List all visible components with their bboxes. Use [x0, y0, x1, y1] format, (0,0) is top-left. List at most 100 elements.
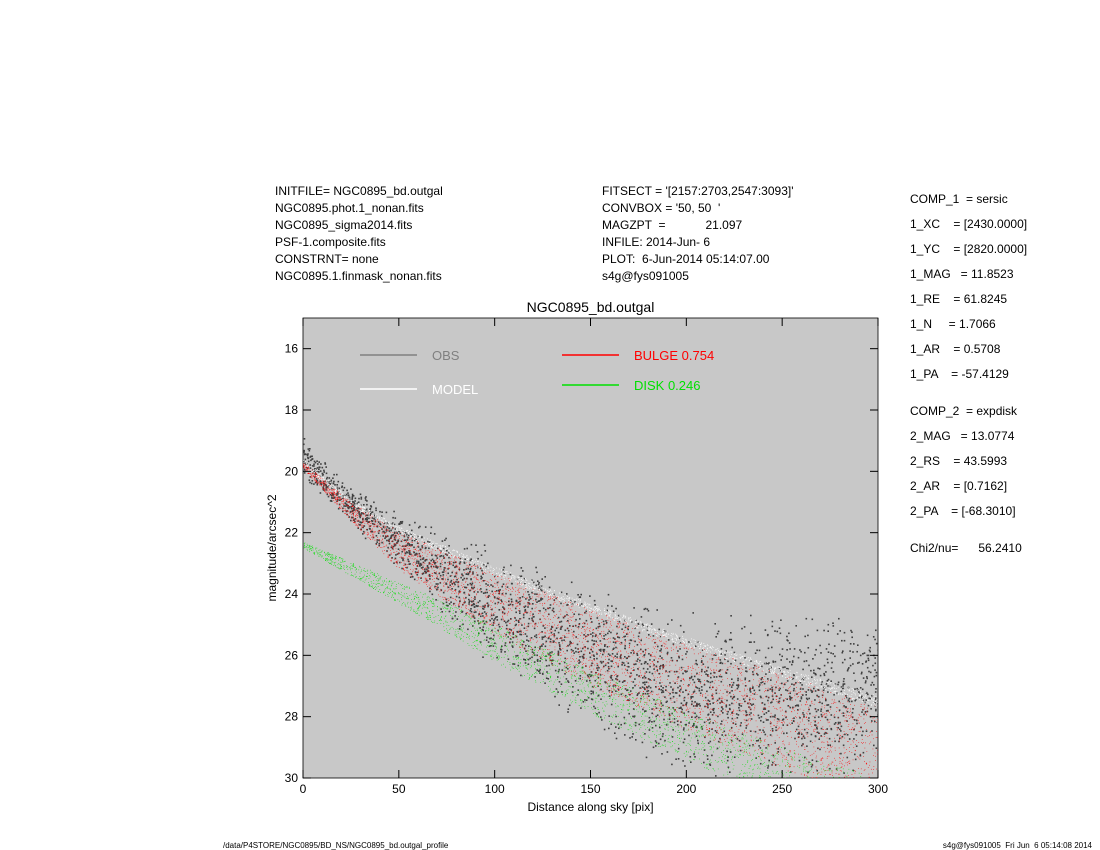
data-point [694, 712, 696, 715]
data-point [842, 683, 845, 685]
data-point [781, 682, 783, 685]
data-point [604, 693, 606, 694]
data-point [527, 591, 529, 593]
data-point [719, 675, 721, 678]
data-point [548, 653, 550, 655]
data-point [824, 818, 825, 819]
data-point [795, 799, 796, 800]
data-point [686, 715, 687, 716]
data-point [738, 773, 740, 775]
data-point [462, 587, 463, 588]
data-point [841, 661, 844, 664]
data-point [397, 539, 400, 541]
data-point [403, 548, 406, 551]
data-point [483, 632, 486, 635]
data-point [695, 747, 697, 748]
data-point [403, 533, 405, 536]
data-point [616, 632, 618, 635]
data-point [438, 620, 440, 621]
data-point [594, 604, 596, 606]
data-point [562, 616, 565, 619]
data-point [491, 622, 493, 624]
data-point [361, 569, 362, 571]
data-point [579, 618, 581, 620]
data-point [364, 574, 365, 576]
data-point [573, 630, 575, 633]
data-point [404, 593, 405, 595]
data-point [680, 680, 682, 682]
data-point [340, 564, 342, 566]
data-point [461, 629, 463, 630]
data-point [589, 679, 591, 682]
data-point [492, 614, 495, 616]
data-point [415, 547, 417, 549]
data-point [839, 805, 840, 806]
data-point [753, 641, 756, 643]
data-point [362, 512, 364, 515]
data-point [758, 649, 761, 652]
data-point [506, 646, 507, 647]
data-point [370, 530, 373, 533]
data-point [628, 710, 629, 711]
data-point [817, 689, 820, 691]
data-point [480, 588, 482, 590]
data-point [369, 508, 372, 510]
data-point [690, 719, 692, 720]
data-point [851, 782, 852, 783]
data-point [481, 569, 483, 572]
data-point [736, 755, 738, 757]
data-point [726, 771, 728, 773]
data-point [529, 598, 532, 600]
data-point [531, 648, 534, 651]
data-point [450, 581, 452, 583]
data-point [691, 716, 693, 718]
data-point [842, 712, 845, 714]
data-point [402, 588, 404, 589]
data-point [864, 831, 865, 832]
data-point [432, 606, 433, 607]
data-point [577, 594, 579, 596]
data-point [622, 704, 624, 706]
data-point [578, 665, 580, 667]
data-point [382, 526, 385, 529]
data-point [809, 770, 811, 771]
data-point [351, 568, 353, 570]
data-point [488, 627, 490, 629]
data-point [582, 666, 583, 668]
data-point [696, 732, 698, 733]
data-point [591, 675, 593, 676]
data-point [664, 744, 666, 746]
data-point [505, 592, 507, 595]
data-point [532, 616, 535, 618]
data-point [840, 725, 843, 728]
data-point [402, 603, 403, 604]
data-point [465, 573, 468, 575]
data-point [877, 702, 878, 705]
data-point [715, 760, 716, 761]
data-point [837, 809, 838, 810]
data-point [470, 622, 471, 624]
data-point [725, 641, 727, 643]
data-point [388, 538, 391, 541]
data-point [518, 657, 520, 658]
data-point [706, 670, 708, 672]
data-point [436, 577, 438, 580]
data-point [852, 663, 854, 665]
data-point [812, 658, 814, 660]
data-point [719, 746, 720, 748]
data-point [845, 706, 847, 708]
data-point [771, 728, 774, 730]
data-point [677, 747, 680, 750]
data-point [429, 575, 431, 578]
data-point [651, 708, 653, 710]
data-point [659, 650, 662, 652]
data-point [686, 751, 687, 753]
data-point [620, 641, 623, 644]
data-point [666, 700, 668, 703]
data-point [544, 682, 546, 684]
data-point [712, 708, 715, 710]
data-point [843, 803, 844, 804]
data-point [865, 680, 867, 682]
data-point [623, 703, 624, 705]
data-point [641, 741, 644, 744]
